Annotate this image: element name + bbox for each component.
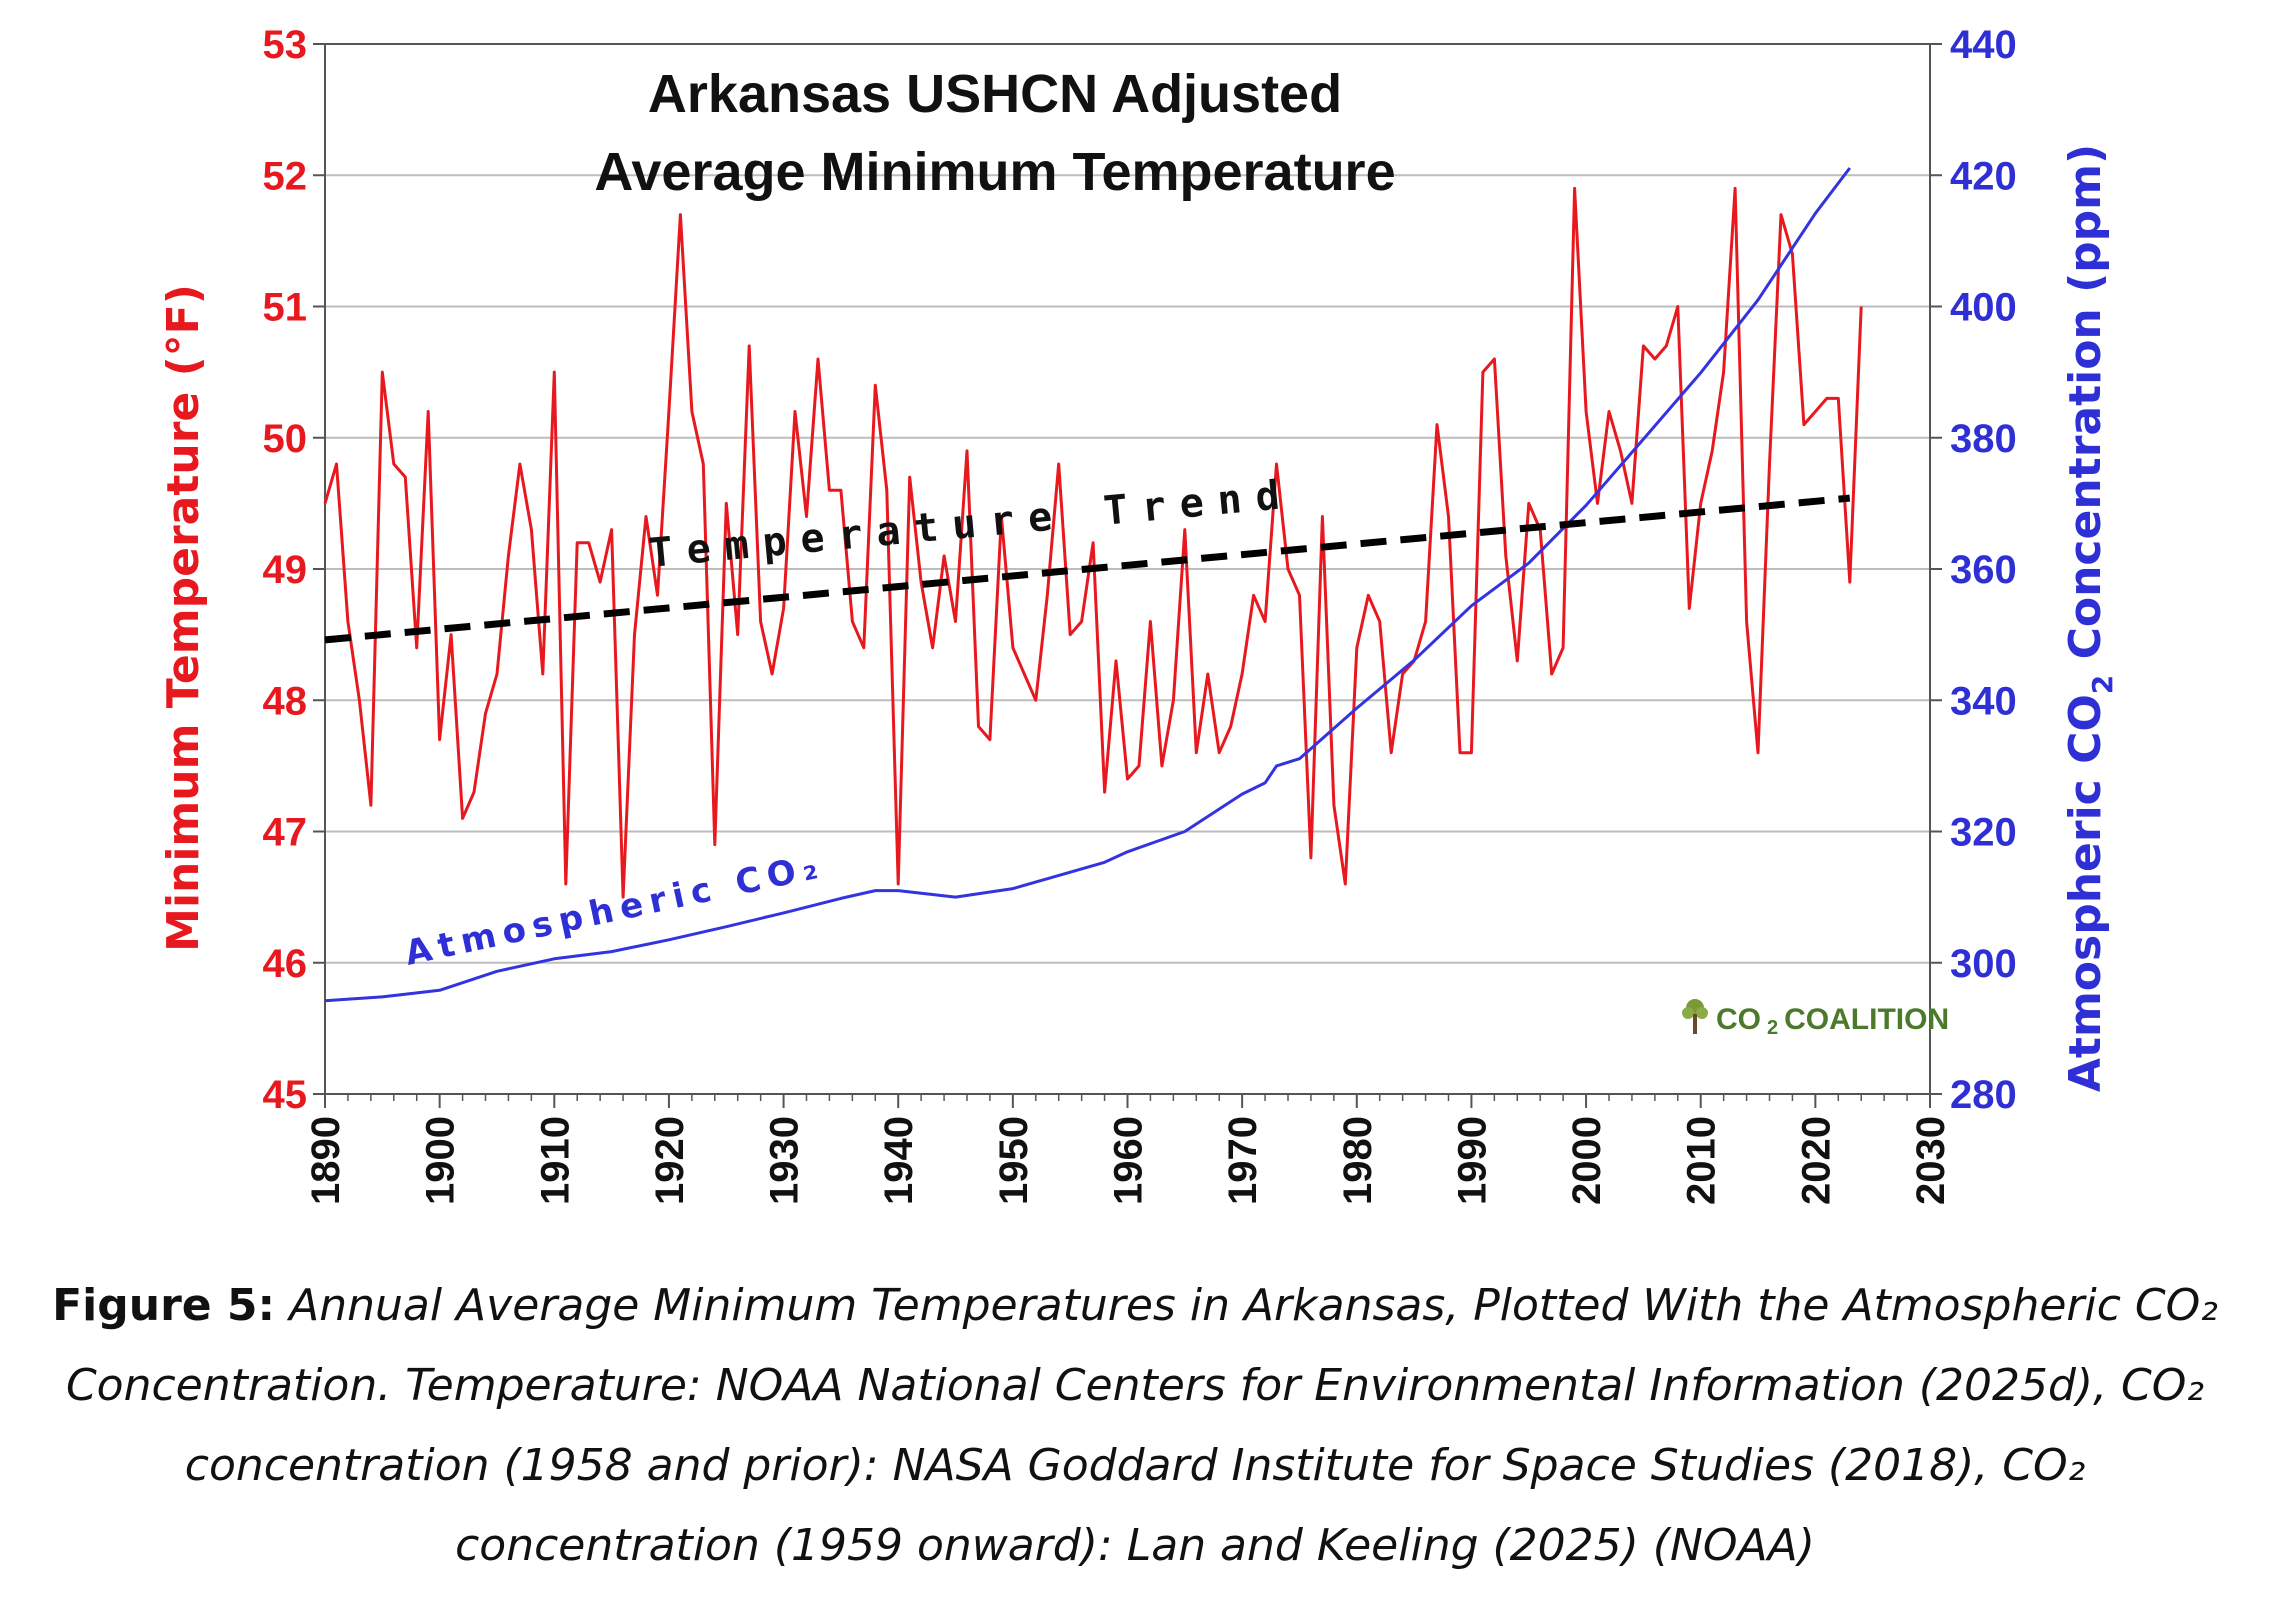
x-tick-label: 1910 xyxy=(533,1116,577,1205)
x-tick-label: 2020 xyxy=(1794,1116,1838,1205)
gridlines xyxy=(325,174,1930,964)
x-tick-label: 2030 xyxy=(1909,1116,1953,1205)
x-tick-label: 1950 xyxy=(992,1116,1036,1205)
x-tick-label: 1930 xyxy=(763,1116,807,1205)
chart-title-line-1: Arkansas USHCN Adjusted xyxy=(648,64,1342,124)
co2-coalition-logo: CO 2 COALITION xyxy=(1680,998,1949,1042)
logo-text-co: CO xyxy=(1716,1003,1761,1036)
y-right-tick-label: 420 xyxy=(1950,154,2017,198)
logo-text-coalition: COALITION xyxy=(1784,1003,1950,1036)
y-left-tick-label: 47 xyxy=(263,811,308,855)
y-right-tick-label: 400 xyxy=(1950,286,2017,330)
y-right-tick-label: 280 xyxy=(1950,1073,2017,1117)
y-left-tick-label: 52 xyxy=(263,154,308,198)
y-right-label-part-2: Concentration (ppm) xyxy=(2060,144,2111,675)
x-tick-label: 1960 xyxy=(1107,1116,1151,1205)
x-tick-label: 1940 xyxy=(877,1116,921,1205)
y-right-axis-label: Atmospheric CO2 Concentration (ppm) xyxy=(2060,144,2119,1092)
y-left-tick-label: 53 xyxy=(263,23,308,67)
x-tick-label: 1980 xyxy=(1336,1116,1380,1205)
y-right-label-part-1: Atmospheric CO xyxy=(2060,694,2111,1092)
y-left-tick-label: 46 xyxy=(263,942,308,986)
y-left-axis-label: Minimum Temperature (°F) xyxy=(158,284,209,952)
x-tick-label: 1970 xyxy=(1221,1116,1265,1205)
x-tick-label: 2010 xyxy=(1680,1116,1724,1205)
y-left-tick-label: 49 xyxy=(263,548,308,592)
series-layer xyxy=(323,167,1863,1003)
co2-line-label: Atmospheric CO₂ xyxy=(402,846,828,974)
y-left-tick-label: 51 xyxy=(263,286,308,330)
x-tick-label: 2000 xyxy=(1565,1116,1609,1205)
temperature-trend-line xyxy=(324,494,1851,644)
y-right-tick-label: 320 xyxy=(1950,811,2017,855)
x-tick-label: 1920 xyxy=(648,1116,692,1205)
y-right-tick-label: 300 xyxy=(1950,942,2017,986)
temperature-series-line xyxy=(323,186,1863,899)
figure-caption: Figure 5: Annual Average Minimum Tempera… xyxy=(40,1266,2230,1586)
x-tick-label: 1900 xyxy=(419,1116,463,1205)
y-right-label-subscript: 2 xyxy=(2086,675,2119,694)
y-left-tick-label: 48 xyxy=(263,679,308,723)
y-right-tick-label: 360 xyxy=(1950,548,2017,592)
y-right-tick-label: 440 xyxy=(1950,23,2017,67)
caption-lead: Figure 5: xyxy=(52,1280,276,1331)
chart: 45 46 47 48 49 50 51 52 53 280 300 320 340 360 380 400 4… xyxy=(158,23,2119,1205)
y-right-tick-label: 380 xyxy=(1950,417,2017,461)
caption-body: Annual Average Minimum Temperatures in A… xyxy=(65,1280,2218,1571)
co2-series-line xyxy=(324,167,1851,1003)
axis-ticks xyxy=(313,43,1942,1108)
y-right-tick-label: 340 xyxy=(1950,679,2017,723)
x-tick-label: 1890 xyxy=(304,1116,348,1205)
chart-title-line-2: Average Minimum Temperature xyxy=(594,142,1395,202)
y-left-tick-label: 50 xyxy=(263,417,308,461)
axis-labels: 45 46 47 48 49 50 51 52 53 280 300 320 340 360 380 400 4… xyxy=(263,23,2017,1205)
tree-icon xyxy=(1680,996,1710,1044)
x-tick-label: 1990 xyxy=(1450,1116,1494,1205)
logo-text-sub: 2 xyxy=(1767,1016,1779,1039)
y-left-tick-label: 45 xyxy=(263,1073,308,1117)
